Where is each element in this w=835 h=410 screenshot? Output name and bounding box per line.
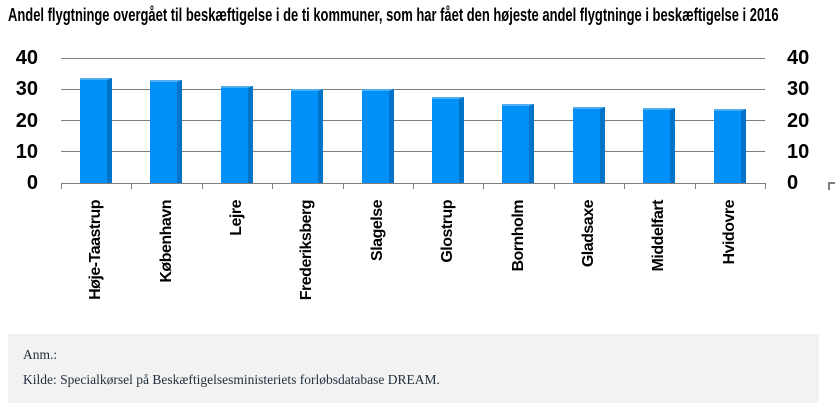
bar — [220, 86, 253, 183]
x-label-cell: Lejre — [202, 200, 272, 332]
y-tick-label-right: 20 — [787, 109, 810, 132]
x-label-cell: København — [131, 200, 201, 332]
cropped-axis-stub-horizontal — [828, 182, 835, 184]
y-tick-label-left: 10 — [15, 140, 38, 163]
x-label-cell: Gladsaxe — [554, 200, 624, 332]
x-axis-label: Gladsaxe — [579, 200, 597, 268]
source-text: Kilde: Specialkørsel på Beskæftigelsesmi… — [23, 372, 440, 387]
x-axis-label: København — [157, 200, 175, 283]
x-axis-label: Lejre — [227, 200, 245, 236]
x-label-cell: Høje-Taastrup — [61, 200, 131, 332]
x-label-cell: Glostrup — [413, 200, 483, 332]
y-tick-label-left: 20 — [15, 109, 38, 132]
gridline-10 — [61, 151, 765, 153]
note-label: Anm.: — [23, 347, 58, 362]
x-axis-label: Slagelse — [368, 200, 386, 261]
bar — [291, 89, 324, 183]
x-axis-label: Glostrup — [439, 200, 457, 263]
y-tick-label-right: 10 — [787, 140, 810, 163]
x-axis-label: Høje-Taastrup — [87, 200, 105, 300]
bar — [150, 79, 183, 183]
y-tick-label-right: 30 — [787, 78, 810, 101]
x-axis-labels: Høje-Taastrup København Lejre Frederiksberg… — [61, 200, 765, 332]
x-label-cell: Bornholm — [483, 200, 553, 332]
x-axis-tick — [553, 183, 555, 189]
x-axis-tick — [624, 183, 626, 189]
x-label-cell: Slagelse — [343, 200, 413, 332]
x-axis-label: Bornholm — [509, 200, 527, 272]
bar — [80, 78, 112, 183]
plot-area — [61, 57, 766, 189]
x-axis-tick — [131, 183, 133, 189]
x-axis-label: Hvidovre — [720, 200, 738, 265]
x-axis-tick — [342, 183, 344, 189]
x-label-cell: Hvidovre — [695, 200, 765, 332]
gridline-40 — [61, 57, 765, 59]
bar — [643, 108, 676, 183]
y-tick-label-right: 0 — [787, 172, 799, 194]
x-axis-tick — [201, 183, 203, 189]
gridline-30 — [61, 88, 765, 90]
x-axis-tick — [61, 183, 62, 189]
y-tick-label-left: 30 — [15, 78, 38, 101]
bar — [502, 103, 535, 183]
bar — [432, 97, 464, 183]
x-axis-tick — [413, 183, 414, 189]
chart-title: Andel flygtninge overgået til beskæftige… — [8, 5, 835, 26]
y-axis-left: 40 30 20 10 0 — [0, 47, 38, 194]
bar — [713, 108, 746, 183]
y-axis-right: 40 30 20 10 0 — [787, 47, 833, 194]
chart-title-text: Andel flygtninge overgået til beskæftige… — [8, 5, 779, 25]
gridline-20 — [61, 120, 765, 121]
x-label-cell: Middelfart — [624, 200, 694, 332]
y-tick-label-left: 40 — [15, 47, 38, 69]
y-tick-label-left: 0 — [26, 172, 38, 194]
x-axis-tick — [483, 183, 485, 189]
bar — [361, 89, 394, 183]
x-axis-tick — [765, 183, 766, 189]
x-axis-label: Middelfart — [650, 200, 668, 272]
x-axis-tick — [272, 183, 274, 189]
y-tick-label-right: 40 — [787, 47, 810, 69]
x-axis-label: Frederiksberg — [298, 200, 316, 301]
x-label-cell: Frederiksberg — [272, 200, 342, 332]
x-axis-tick — [694, 183, 696, 189]
cropped-axis-stub-vertical — [828, 182, 830, 190]
footnote-box: Anm.: Kilde: Specialkørsel på Beskæftige… — [8, 334, 819, 403]
bar — [572, 106, 605, 183]
